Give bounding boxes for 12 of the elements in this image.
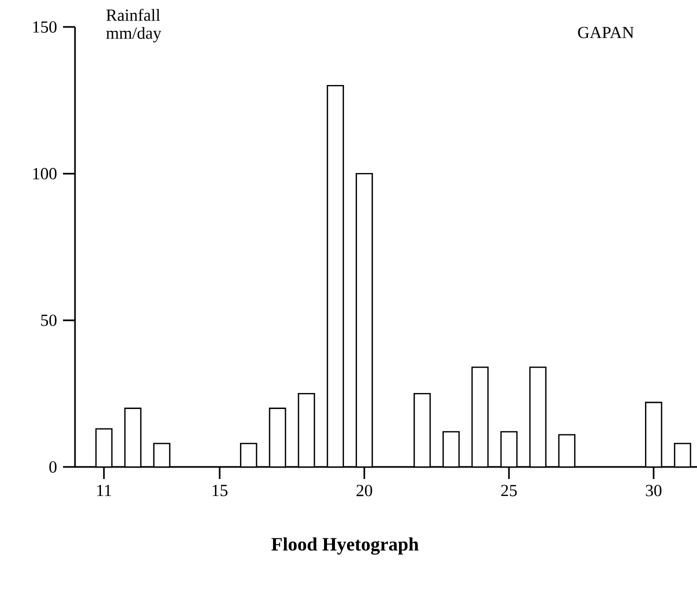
y-tick-label: 0 xyxy=(49,461,57,473)
x-tick-label: 11 xyxy=(97,484,112,496)
x-tick-label: 20 xyxy=(356,484,372,496)
x-tick-label: 25 xyxy=(501,484,517,496)
x-tick-label: 30 xyxy=(646,484,662,496)
text: Flood Hyetograph xyxy=(271,537,419,555)
x-tick-label: 15 xyxy=(212,484,228,496)
y-axis-title: Rainfall mm/day xyxy=(106,8,162,42)
y-tick-label: 100 xyxy=(33,168,57,180)
annotation: GAPAN xyxy=(578,26,634,38)
y-tick-label: 150 xyxy=(33,21,57,33)
y-tick-label: 50 xyxy=(41,314,57,326)
